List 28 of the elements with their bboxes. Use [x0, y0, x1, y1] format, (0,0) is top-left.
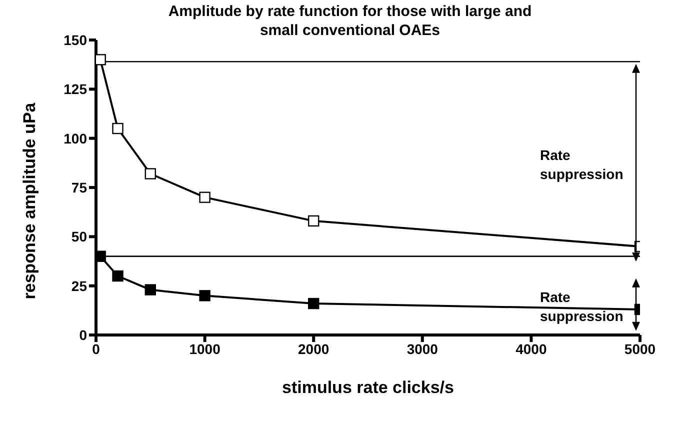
x-tick-label: 2000 [298, 340, 330, 357]
y-tick-label: 100 [64, 130, 88, 146]
y-tick-label: 50 [71, 228, 88, 245]
x-tick-label: 0 [92, 340, 100, 357]
chart-title: Amplitude by rate function for those with large and small conventional OAEs [167, 2, 533, 40]
y-tick-label: 125 [64, 81, 88, 98]
point [96, 250, 106, 262]
point [308, 215, 320, 227]
point [199, 192, 210, 203]
y-axis-title: response amplitude uPa [20, 101, 40, 301]
point [144, 168, 156, 180]
y-tick-label: 0 [79, 326, 88, 343]
x-tick-label: 3000 [406, 340, 438, 357]
annotation: Rate suppression [540, 146, 624, 184]
x-tick-label: 4000 [516, 340, 547, 357]
x-tick-label: 1000 [189, 340, 221, 357]
y-tick-label: 75 [71, 179, 88, 196]
y-tick-label: 25 [71, 278, 88, 294]
x-tick-label: 5000 [624, 340, 656, 357]
point [144, 284, 156, 296]
point [96, 54, 106, 66]
x-axis-title: stimulus rate clicks/s [281, 378, 455, 398]
point [112, 122, 124, 134]
point [112, 270, 124, 282]
y-tick-label: 150 [64, 32, 88, 48]
annotation: Rate suppression [540, 288, 624, 326]
point [199, 290, 210, 302]
point [308, 298, 320, 310]
